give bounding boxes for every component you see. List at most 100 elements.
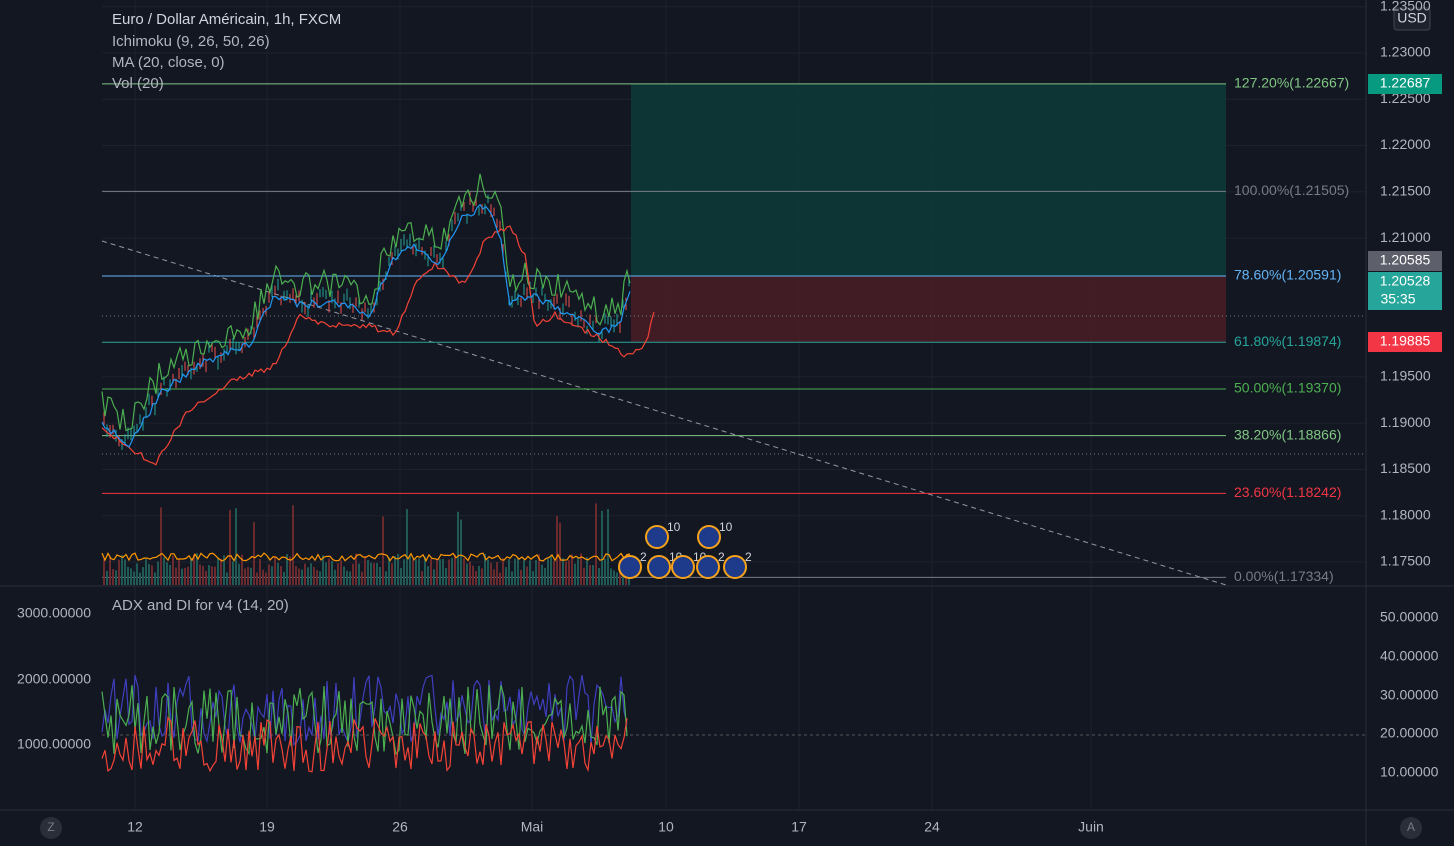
stop-price: 1.19885 bbox=[1380, 333, 1431, 349]
volume-bar bbox=[565, 561, 567, 585]
volume-bar bbox=[115, 570, 117, 585]
volume-bar bbox=[313, 566, 315, 585]
volume-bar bbox=[139, 572, 141, 585]
volume-bar bbox=[364, 555, 366, 585]
adx-left-tick: 2000.00000 bbox=[17, 671, 91, 687]
volume-bar bbox=[490, 562, 492, 585]
time-tick-label: 17 bbox=[791, 819, 807, 835]
volume-bar bbox=[550, 555, 552, 585]
volume-bar bbox=[343, 566, 345, 585]
volume-bar bbox=[433, 569, 435, 585]
volume-bar bbox=[277, 562, 279, 585]
volume-bar bbox=[310, 563, 312, 585]
volume-bar bbox=[316, 570, 318, 585]
di-plus bbox=[101, 685, 628, 756]
event-icon[interactable] bbox=[696, 555, 720, 579]
volume-bar bbox=[301, 569, 303, 585]
target-price: 1.22687 bbox=[1380, 75, 1431, 91]
volume-bar bbox=[499, 572, 501, 585]
event-icons[interactable]: 10 102 10 10 2 2 bbox=[618, 520, 752, 579]
event-icon[interactable] bbox=[697, 525, 721, 549]
volume-bar bbox=[286, 554, 288, 585]
volume-bar bbox=[487, 559, 489, 585]
volume-bar bbox=[436, 558, 438, 585]
volume-bar bbox=[400, 568, 402, 585]
volume-bar bbox=[394, 556, 396, 585]
volume-bar bbox=[517, 557, 519, 585]
volume-bar bbox=[361, 571, 363, 585]
fib-label: 100.00%(1.21505) bbox=[1234, 182, 1349, 198]
time-tick-label: 24 bbox=[924, 819, 940, 835]
volume-bar bbox=[382, 516, 384, 585]
event-count[interactable]: 10 bbox=[719, 520, 733, 534]
event-count[interactable]: 2 bbox=[745, 550, 752, 564]
profit-zone bbox=[631, 84, 1226, 276]
volume-bar bbox=[295, 566, 297, 585]
volume-bar bbox=[460, 519, 462, 585]
volume-bar bbox=[427, 566, 429, 585]
volume-bar bbox=[238, 563, 240, 585]
volume-bar bbox=[220, 558, 222, 585]
event-count[interactable]: 2 bbox=[640, 550, 647, 564]
price-tick-label: 1.18000 bbox=[1380, 506, 1431, 522]
price-tick-label: 1.21000 bbox=[1380, 229, 1431, 245]
stop-badge bbox=[1368, 332, 1442, 352]
volume-bar bbox=[370, 562, 372, 585]
price-tick-label: 1.21500 bbox=[1380, 183, 1431, 199]
last-badge bbox=[1368, 251, 1442, 271]
indicator-label: Vol (20) bbox=[112, 75, 164, 92]
volume-bar bbox=[136, 563, 138, 585]
price-plot bbox=[101, 173, 655, 585]
volume-bar bbox=[466, 563, 468, 585]
volume-bar bbox=[418, 558, 420, 585]
adx-title: ADX and DI for v4 (14, 20) bbox=[112, 597, 289, 614]
event-count[interactable]: 10 bbox=[667, 520, 681, 534]
volume-bar bbox=[529, 560, 531, 585]
current-price: 1.20528 bbox=[1380, 273, 1431, 289]
volume-bar bbox=[610, 568, 612, 585]
event-count[interactable]: 2 bbox=[718, 550, 725, 564]
volume-bar bbox=[481, 568, 483, 585]
currency[interactable]: USD bbox=[1397, 10, 1427, 26]
volume-bar bbox=[403, 559, 405, 585]
button-label[interactable]: Z bbox=[47, 820, 54, 834]
volume-bar bbox=[145, 559, 147, 585]
volume-bar bbox=[265, 572, 267, 585]
volume-bar bbox=[547, 558, 549, 585]
event-icon[interactable] bbox=[647, 555, 671, 579]
volume-bar bbox=[211, 566, 213, 585]
event-icon[interactable] bbox=[645, 525, 669, 549]
event-icon[interactable] bbox=[671, 555, 695, 579]
button[interactable] bbox=[1400, 817, 1422, 839]
volume-bar bbox=[553, 561, 555, 585]
volume-bar bbox=[544, 567, 546, 585]
volume-bar bbox=[349, 571, 351, 585]
volume-bar bbox=[184, 567, 186, 585]
volume-bar bbox=[337, 563, 339, 585]
volume-bar bbox=[514, 558, 516, 585]
volume-bar bbox=[622, 570, 624, 585]
volume-bar bbox=[226, 572, 228, 585]
event-icon[interactable] bbox=[618, 555, 642, 579]
volume-bar bbox=[586, 557, 588, 585]
volume-bar bbox=[472, 565, 474, 585]
volume-bar bbox=[229, 510, 231, 585]
volume-bar bbox=[319, 571, 321, 585]
currency-box[interactable] bbox=[1393, 7, 1431, 31]
button[interactable] bbox=[40, 817, 62, 839]
fib-label: 127.20%(1.22667) bbox=[1234, 75, 1349, 91]
adx-left-tick: 3000.00000 bbox=[17, 605, 91, 621]
adx-right-tick: 50.00000 bbox=[1380, 609, 1439, 625]
button-label[interactable]: A bbox=[1407, 820, 1415, 834]
volume-bar bbox=[592, 564, 594, 585]
volume-bar bbox=[118, 559, 120, 585]
fib-label: 23.60%(1.18242) bbox=[1234, 484, 1341, 500]
volume-bar bbox=[583, 567, 585, 585]
volume-bar bbox=[493, 569, 495, 585]
event-icon[interactable] bbox=[723, 555, 747, 579]
adx-right-tick: 40.00000 bbox=[1380, 648, 1439, 664]
trend-line bbox=[101, 240, 1227, 586]
indicator-label: MA (20, close, 0) bbox=[112, 54, 225, 71]
